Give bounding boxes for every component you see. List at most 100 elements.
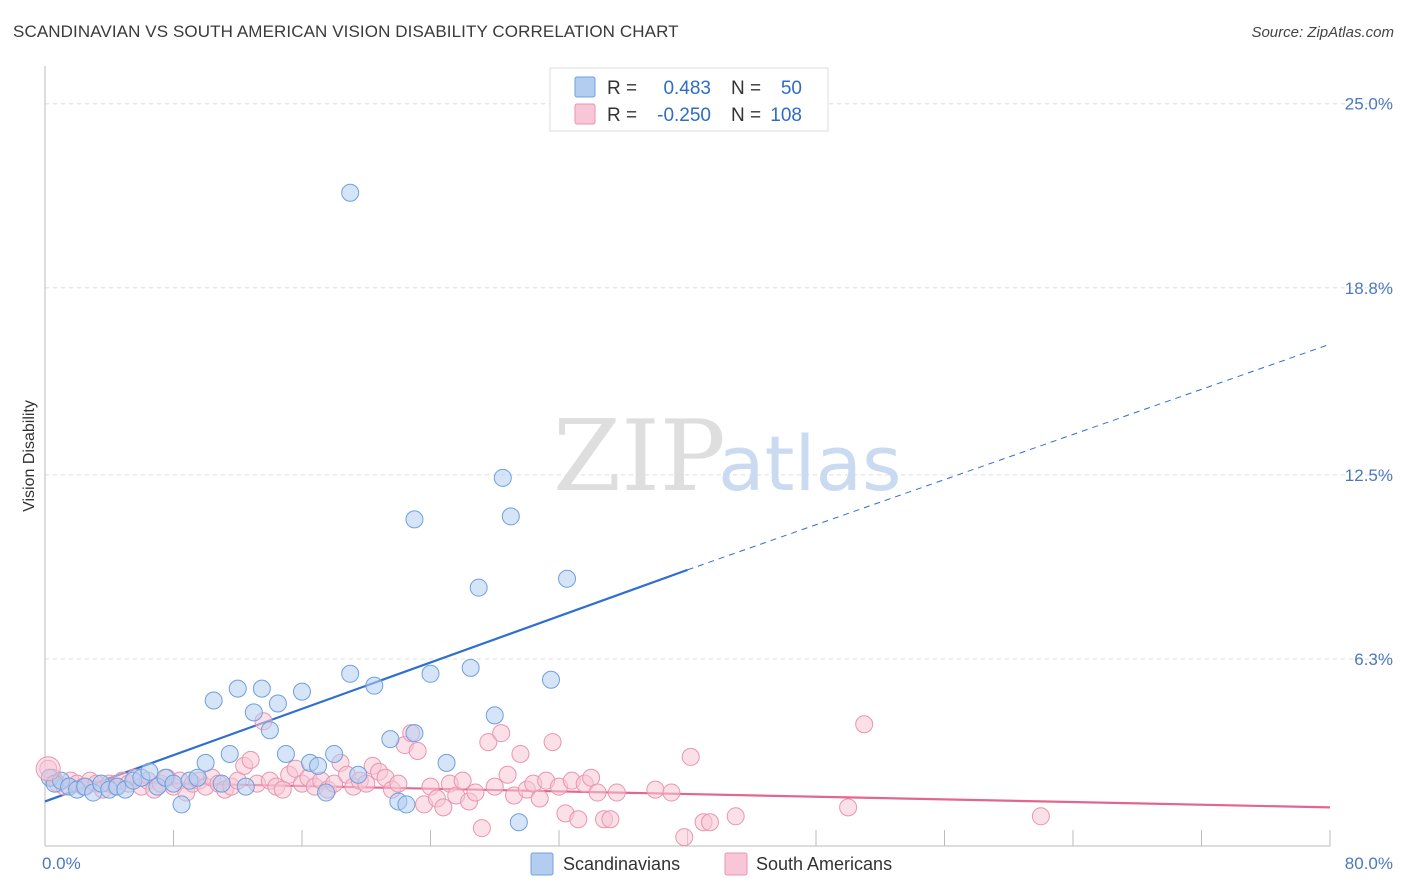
watermark-zip: ZIP (553, 400, 726, 514)
legend-r-label: R = (607, 105, 637, 126)
point-south-americans (241, 750, 260, 769)
gridlines (45, 103, 1390, 660)
point-scandinavians (188, 768, 207, 787)
point-south-americans (408, 741, 427, 760)
legend: R = 0.483 N = 50 R = -0.250 N = 108 (549, 67, 829, 132)
legend-swatch-south-americans (574, 103, 596, 125)
bottom-legend-swatch-south-americans (724, 852, 748, 876)
point-scandinavians (397, 795, 416, 814)
point-south-americans (726, 807, 745, 826)
point-south-americans (453, 771, 472, 790)
point-scandinavians (140, 762, 159, 781)
legend-n-label: N = (731, 105, 761, 126)
point-south-americans (479, 733, 498, 752)
point-south-americans (434, 798, 453, 817)
point-south-americans (681, 747, 700, 766)
point-scandinavians (244, 703, 263, 722)
point-scandinavians (317, 783, 336, 802)
point-scandinavians (309, 756, 328, 775)
y-tick-label: 12.5% (1345, 466, 1393, 485)
point-scandinavians (220, 744, 239, 763)
point-south-americans (530, 789, 549, 808)
point-scandinavians (164, 774, 183, 793)
point-scandinavians (493, 468, 512, 487)
point-south-americans (472, 819, 491, 838)
x-tick-label: 0.0% (42, 854, 81, 873)
point-scandinavians (172, 795, 191, 814)
point-scandinavians (260, 721, 279, 740)
point-south-americans (839, 798, 858, 817)
point-scandinavians (509, 813, 528, 832)
legend-n-value: 108 (770, 105, 802, 126)
legend-r-label: R = (607, 78, 637, 99)
point-scandinavians (365, 676, 384, 695)
y-tick-label: 18.8% (1345, 279, 1393, 298)
point-south-americans (855, 715, 874, 734)
point-south-americans (511, 744, 530, 763)
point-south-americans (662, 783, 681, 802)
point-south-americans (466, 783, 485, 802)
point-scandinavians (437, 753, 456, 772)
point-scandinavians (325, 744, 344, 763)
point-scandinavians (461, 658, 480, 677)
legend-box (549, 67, 829, 132)
point-scandinavians (558, 569, 577, 588)
point-south-americans (273, 780, 292, 799)
point-south-americans (700, 813, 719, 832)
point-scandinavians (501, 507, 520, 526)
x-tick-label: 80.0% (1345, 854, 1393, 873)
point-south-americans (1031, 807, 1050, 826)
point-scandinavians (541, 670, 560, 689)
point-south-americans (498, 765, 517, 784)
point-scandinavians (341, 183, 360, 202)
bottom-legend-south-americans: South Americans (756, 854, 892, 874)
point-scandinavians (485, 706, 504, 725)
point-south-americans (601, 810, 620, 829)
point-south-americans (389, 774, 408, 793)
point-scandinavians (349, 765, 368, 784)
point-south-americans (543, 733, 562, 752)
bottom-legend-swatch-scandinavians (530, 852, 554, 876)
y-tick-label: 6.3% (1354, 650, 1393, 669)
point-south-americans (675, 828, 694, 847)
point-south-americans (607, 783, 626, 802)
point-south-americans (492, 724, 511, 743)
point-scandinavians (228, 679, 247, 698)
point-south-americans (485, 777, 504, 796)
point-south-americans (588, 783, 607, 802)
legend-r-value: 0.483 (663, 78, 711, 99)
point-scandinavians (276, 744, 295, 763)
point-scandinavians (469, 578, 488, 597)
chart-title: SCANDINAVIAN VS SOUTH AMERICAN VISION DI… (13, 22, 679, 41)
axes (44, 66, 1331, 847)
legend-r-value: -0.250 (657, 105, 711, 126)
point-south-americans (35, 756, 61, 782)
source-label: Source: ZipAtlas.com (1251, 24, 1394, 41)
point-scandinavians (293, 682, 311, 701)
point-scandinavians (268, 694, 287, 713)
watermark-atlas: atlas (718, 419, 902, 508)
point-south-americans (646, 780, 665, 799)
data-points (35, 183, 1050, 847)
point-scandinavians (204, 691, 223, 710)
y-tick-label: 25.0% (1345, 95, 1393, 114)
trend-line-scandinavians-extension (687, 343, 1331, 571)
point-scandinavians (196, 753, 215, 772)
legend-n-label: N = (731, 78, 761, 99)
bottom-legend: Scandinavians South Americans (530, 852, 892, 876)
point-scandinavians (405, 510, 424, 529)
watermark: ZIP atlas (553, 400, 902, 514)
point-scandinavians (421, 664, 440, 683)
bottom-legend-scandinavians: Scandinavians (563, 854, 680, 874)
y-axis-title: Vision Disability (21, 400, 38, 512)
point-scandinavians (236, 777, 255, 796)
legend-n-value: 50 (781, 78, 802, 99)
point-south-americans (569, 810, 588, 829)
point-scandinavians (341, 664, 360, 683)
point-south-americans (582, 768, 601, 787)
point-scandinavians (381, 730, 400, 749)
point-scandinavians (405, 724, 424, 743)
tick-labels: 6.3% 12.5% 18.8% 25.0% 0.0% 80.0% (42, 95, 1393, 873)
point-scandinavians (252, 679, 271, 698)
